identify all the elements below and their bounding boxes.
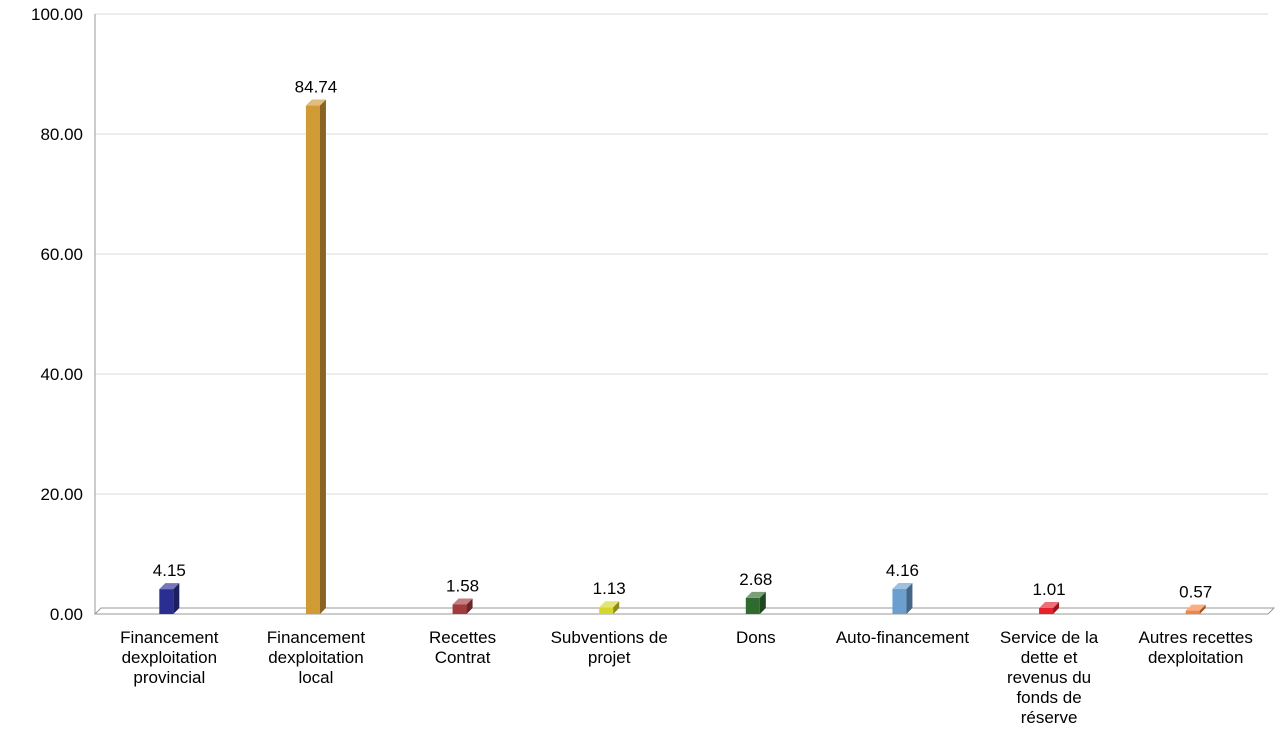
y-tick-label: 80.00 — [40, 125, 83, 144]
y-tick-label: 40.00 — [40, 365, 83, 384]
bar — [452, 598, 473, 614]
y-tick-label: 0.00 — [50, 605, 83, 624]
bar — [159, 583, 180, 614]
x-tick-label: Subventions de projet — [550, 628, 668, 667]
x-tick-label: Recettes Contrat — [429, 628, 497, 667]
x-axis-floor — [93, 607, 1276, 615]
bars — [159, 99, 1206, 614]
bar — [1039, 601, 1060, 614]
y-axis-tick-labels: 0.00 20.00 40.00 60.00 80.00 100.00 — [31, 5, 83, 624]
data-label: 1.58 — [446, 577, 479, 596]
y-tick-label: 100.00 — [31, 5, 83, 24]
gridlines — [95, 13, 1268, 495]
data-labels: 4.15 84.74 1.58 1.13 2.68 4.16 1.01 0.57 — [153, 78, 1212, 602]
y-tick-label: 20.00 — [40, 485, 83, 504]
x-tick-label: Dons — [735, 628, 776, 647]
data-label: 0.57 — [1179, 583, 1212, 602]
bar — [745, 591, 766, 614]
data-label: 1.01 — [1033, 580, 1066, 599]
data-label: 4.16 — [886, 561, 919, 580]
bar — [305, 99, 326, 614]
data-label: 1.13 — [593, 579, 626, 598]
x-tick-label: Financement dexploitation provincial — [120, 628, 219, 687]
x-tick-label: Autres recettes dexploitation — [1138, 628, 1253, 667]
bar — [599, 601, 620, 614]
x-tick-label: Financement dexploitation local — [266, 628, 366, 687]
x-tick-label: Service de la dette et revenus du fonds de r… — [999, 628, 1099, 727]
y-tick-label: 60.00 — [40, 245, 83, 264]
data-label: 4.15 — [153, 561, 186, 580]
bar — [1185, 604, 1206, 614]
data-label: 2.68 — [739, 570, 772, 589]
x-tick-label: Auto-financement — [835, 628, 970, 647]
data-label: 84.74 — [295, 78, 338, 97]
axes — [93, 14, 1276, 615]
bar — [892, 583, 913, 614]
